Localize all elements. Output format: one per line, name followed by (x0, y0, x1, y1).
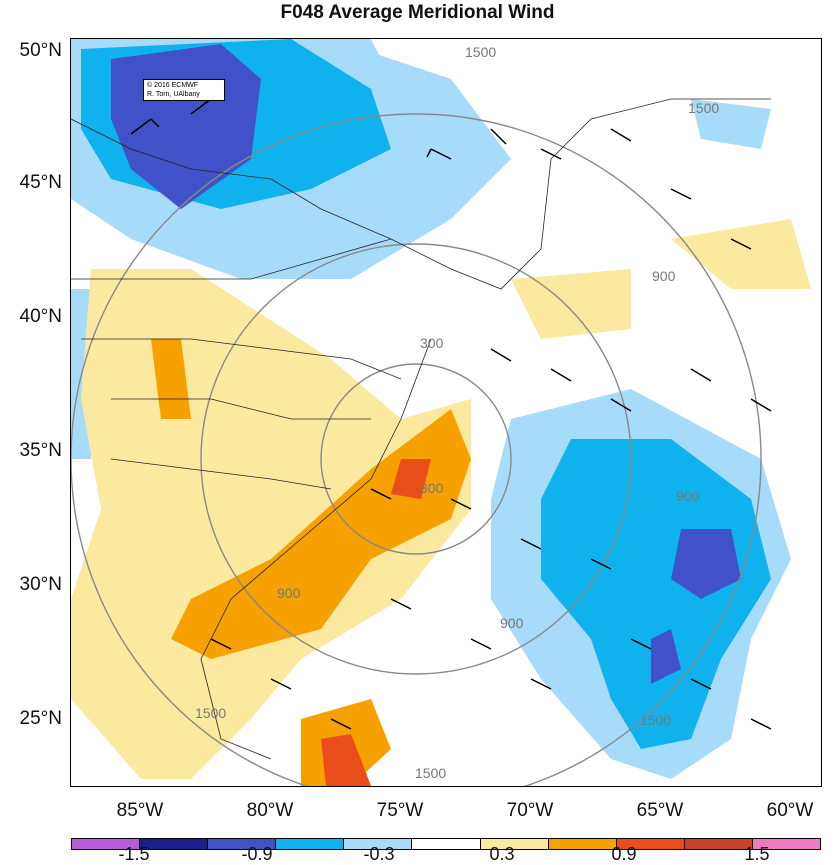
colorbar-tick-label: -0.3 (363, 844, 395, 864)
contour-label: 900 (277, 585, 301, 601)
colorbar-tick-label: 0.3 (489, 844, 515, 864)
colorbar-swatch (276, 839, 345, 849)
credit-box: © 2016 ECMWF R. Torn, UAlbany (143, 79, 225, 101)
colorbar-tick-label: 1.5 (744, 844, 770, 864)
colorbar-swatch (72, 839, 141, 849)
contour-label: 1500 (688, 100, 720, 116)
lon-label-70w: 70°W (506, 800, 554, 821)
lon-label-60w: 60°W (766, 800, 814, 821)
contour-label: 1500 (640, 712, 672, 728)
lon-label-85w: 85°W (116, 800, 164, 821)
colorbar-swatch (684, 839, 753, 849)
lat-label-25n: 25°N (19, 708, 62, 729)
contour-label: 1500 (465, 44, 497, 60)
lat-label-50n: 50°N (19, 40, 62, 61)
lat-label-45n: 45°N (19, 172, 62, 193)
contour-label: 900 (676, 488, 700, 504)
colorbar-swatch (208, 839, 277, 849)
colorbar-tick-label: -0.9 (241, 844, 273, 864)
contour-label: 1500 (195, 705, 227, 721)
colorbar-swatch (412, 839, 481, 849)
lat-label-40n: 40°N (19, 306, 62, 327)
colorbar-tick-label: -1.5 (118, 844, 150, 864)
contour-label: 300 (420, 480, 444, 496)
colorbar-swatch (344, 839, 413, 849)
lon-label-65w: 65°W (636, 800, 684, 821)
lat-label-30n: 30°N (19, 574, 62, 595)
colorbar (71, 838, 821, 850)
map-panel: © 2016 ECMWF R. Torn, UAlbany (70, 38, 822, 787)
credit-line-2: R. Torn, UAlbany (147, 91, 200, 98)
contour-label: 900 (500, 615, 524, 631)
map-title: F048 Average Meridional Wind (280, 2, 555, 23)
meridional-wind-map (71, 39, 811, 786)
colorbar-swatch (752, 839, 821, 849)
contour-label: 1500 (415, 765, 447, 781)
colorbar-swatch (616, 839, 685, 849)
contour-label: 300 (420, 335, 444, 351)
colorbar-tick-label: 0.9 (611, 844, 637, 864)
credit-line-1: © 2016 ECMWF (147, 82, 199, 89)
lat-label-35n: 35°N (19, 440, 62, 461)
colorbar-swatch (548, 839, 617, 849)
colorbar-swatch (480, 839, 549, 849)
colorbar-swatch (140, 839, 209, 849)
lon-label-80w: 80°W (246, 800, 294, 821)
lon-label-75w: 75°W (376, 800, 424, 821)
contour-label: 900 (652, 268, 676, 284)
